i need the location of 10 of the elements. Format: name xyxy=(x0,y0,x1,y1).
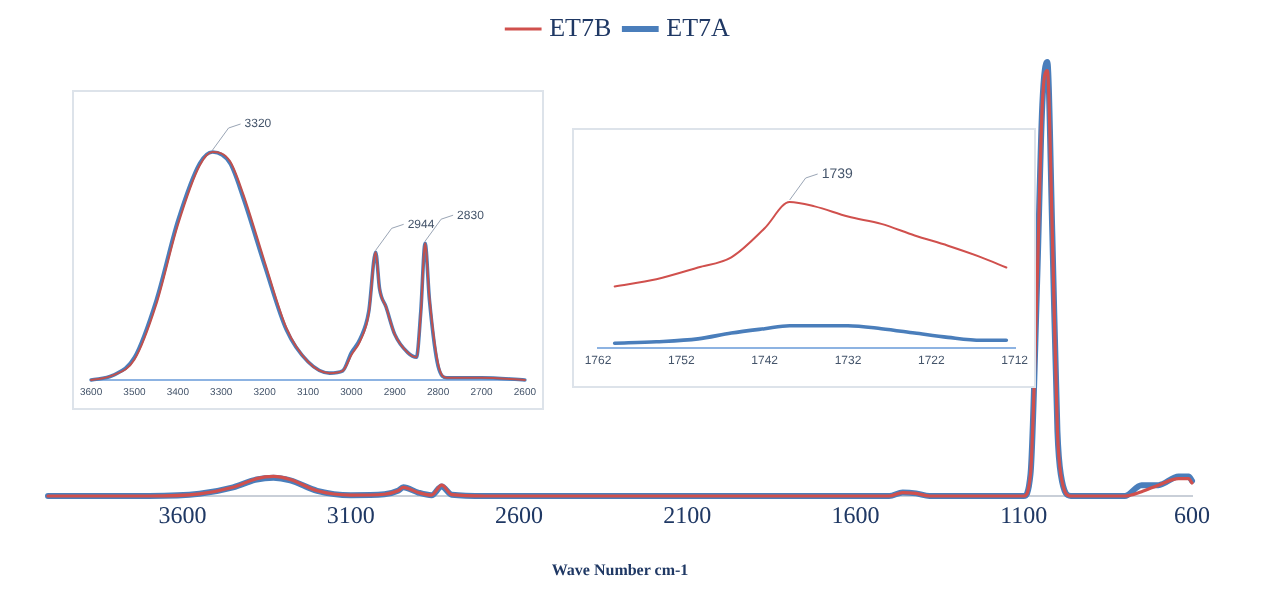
x-tick-label: 2600 xyxy=(495,500,544,529)
x-tick-label: 3600 xyxy=(158,500,207,529)
x-tick-label: 1600 xyxy=(831,500,880,529)
legend-label: ET7B xyxy=(549,11,612,42)
legend-label: ET7A xyxy=(666,11,732,42)
x-tick-label: 3100 xyxy=(326,500,375,529)
x-axis-title: Wave Number cm-1 xyxy=(551,560,689,579)
x-tick-label: 600 xyxy=(1174,500,1210,529)
x-tick-label: 1100 xyxy=(1000,500,1048,529)
x-tick-label: 2100 xyxy=(663,500,712,529)
